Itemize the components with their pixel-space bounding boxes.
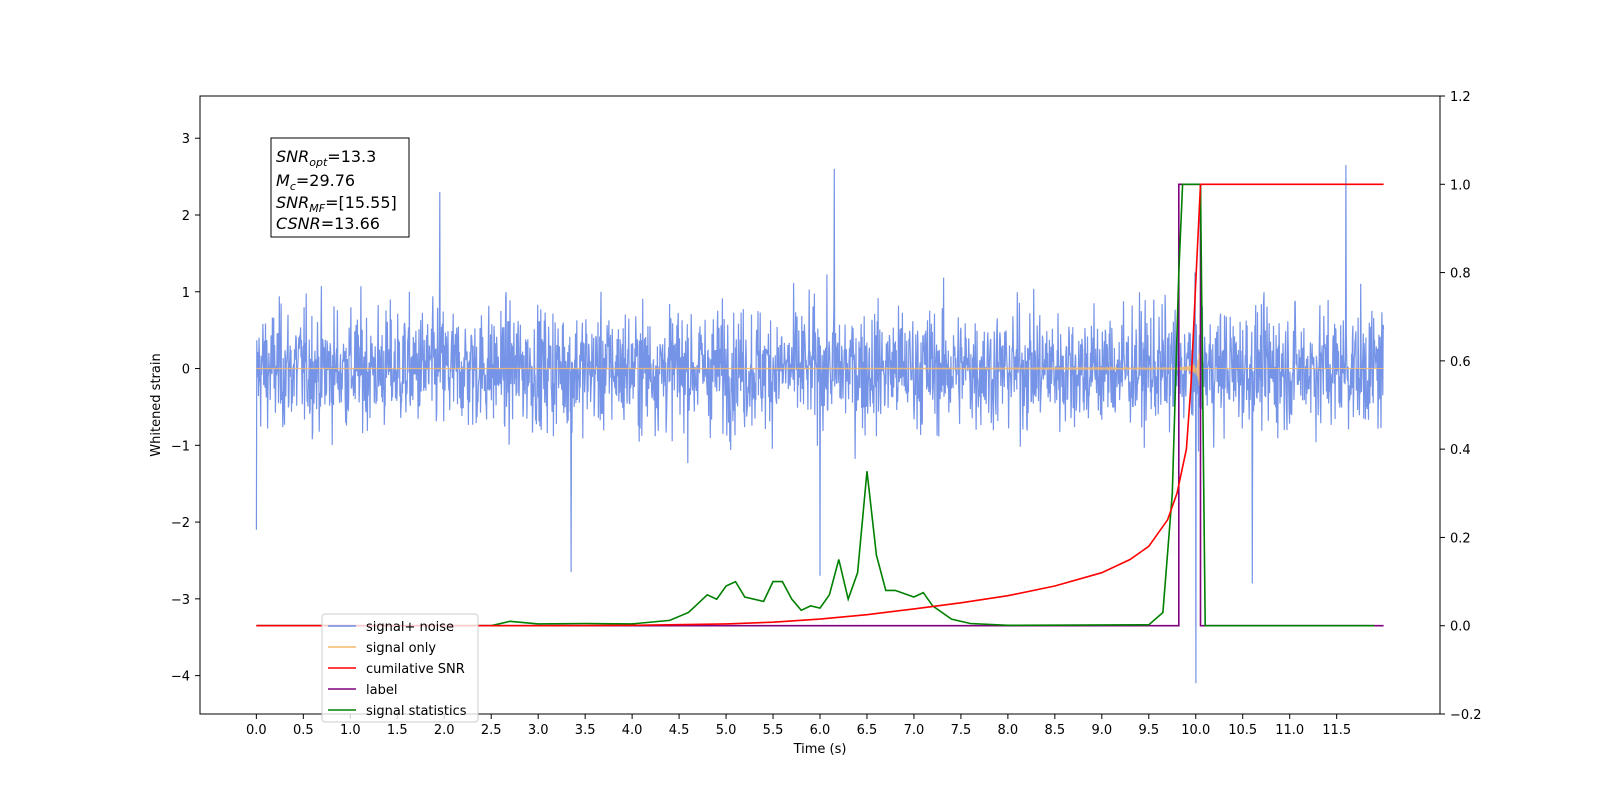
y2-tick-label: 0.4 bbox=[1450, 443, 1471, 458]
legend-label: cumilative SNR bbox=[366, 662, 465, 677]
x-tick-label: 11.0 bbox=[1275, 723, 1304, 738]
y2-tick-label: −0.2 bbox=[1450, 708, 1482, 723]
plot-area bbox=[255, 165, 1385, 684]
y-tick-label: 1 bbox=[182, 286, 190, 301]
axis-ticks: 0.0 0.5 1.0 1.5 2.0 2.5 3.0 3.5 4.0 4.5 5.0 5.5 6.0 6… bbox=[171, 90, 1482, 738]
x-tick-label: 11.5 bbox=[1322, 723, 1351, 738]
series-signal-noise-line bbox=[255, 165, 1385, 684]
info-box: SNRopt=13.3 Mc=29.76 SNRMF=[15.55] CSNR=… bbox=[270, 137, 410, 238]
y-tick-label: 3 bbox=[182, 132, 190, 147]
info-snr-mf: SNRMF=[15.55] bbox=[276, 193, 397, 215]
y2-tick-label: 0.2 bbox=[1450, 531, 1471, 546]
x-tick-label: 6.5 bbox=[857, 723, 878, 738]
x-tick-label: 2.0 bbox=[434, 723, 455, 738]
x-tick-label: 5.0 bbox=[716, 723, 737, 738]
x-tick-label: 8.0 bbox=[998, 723, 1019, 738]
legend-label: label bbox=[366, 683, 397, 698]
info-snr-opt: SNRopt=13.3 bbox=[276, 147, 376, 169]
y-tick-label: −2 bbox=[171, 516, 190, 531]
x-tick-label: 4.0 bbox=[622, 723, 643, 738]
x-tick-label: 8.5 bbox=[1045, 723, 1066, 738]
x-tick-label: 0.5 bbox=[293, 723, 314, 738]
x-tick-label: 0.0 bbox=[246, 723, 267, 738]
x-tick-label: 4.5 bbox=[669, 723, 690, 738]
y-tick-label: −3 bbox=[171, 593, 190, 608]
y-tick-label: 2 bbox=[182, 209, 190, 224]
x-tick-label: 9.0 bbox=[1091, 723, 1112, 738]
legend-label: signal+ noise bbox=[366, 620, 454, 635]
x-tick-label: 10.5 bbox=[1228, 723, 1257, 738]
info-mc: Mc=29.76 bbox=[276, 171, 355, 193]
x-tick-label: 5.5 bbox=[763, 723, 784, 738]
x-tick-label: 1.5 bbox=[387, 723, 408, 738]
x-tick-label: 6.0 bbox=[810, 723, 831, 738]
y-tick-label: −4 bbox=[171, 670, 190, 685]
x-tick-label: 2.5 bbox=[481, 723, 502, 738]
series-signal-only-line bbox=[256, 316, 1384, 386]
x-tick-label: 3.5 bbox=[575, 723, 596, 738]
x-tick-label: 9.5 bbox=[1138, 723, 1159, 738]
x-tick-label: 3.0 bbox=[528, 723, 549, 738]
y-tick-label: 0 bbox=[182, 363, 190, 378]
y2-tick-label: 0.6 bbox=[1450, 355, 1471, 370]
y-axis-label: Whitened strain bbox=[149, 353, 164, 456]
y2-tick-label: 1.2 bbox=[1450, 90, 1471, 105]
x-axis-label: Time (s) bbox=[793, 742, 847, 757]
series-signal-statistics-line bbox=[256, 183, 1375, 627]
y-tick-label: −1 bbox=[171, 439, 190, 454]
x-tick-label: 1.0 bbox=[340, 723, 361, 738]
series-cumulative-snr-line bbox=[256, 183, 1384, 627]
info-csnr: CSNR=13.66 bbox=[276, 214, 380, 233]
info-box-frame bbox=[270, 137, 410, 238]
legend-frame bbox=[321, 613, 479, 723]
legend-label: signal only bbox=[366, 641, 436, 656]
x-tick-label: 7.0 bbox=[904, 723, 925, 738]
y2-tick-label: 1.0 bbox=[1450, 178, 1471, 193]
y2-tick-label: 0.8 bbox=[1450, 267, 1471, 282]
x-tick-label: 10.0 bbox=[1181, 723, 1210, 738]
legend-label: signal statistics bbox=[366, 704, 467, 719]
x-tick-label: 7.5 bbox=[951, 723, 972, 738]
y2-tick-label: 0.0 bbox=[1450, 620, 1471, 635]
legend: signal+ noise signal only cumilative SNR la… bbox=[321, 613, 479, 723]
